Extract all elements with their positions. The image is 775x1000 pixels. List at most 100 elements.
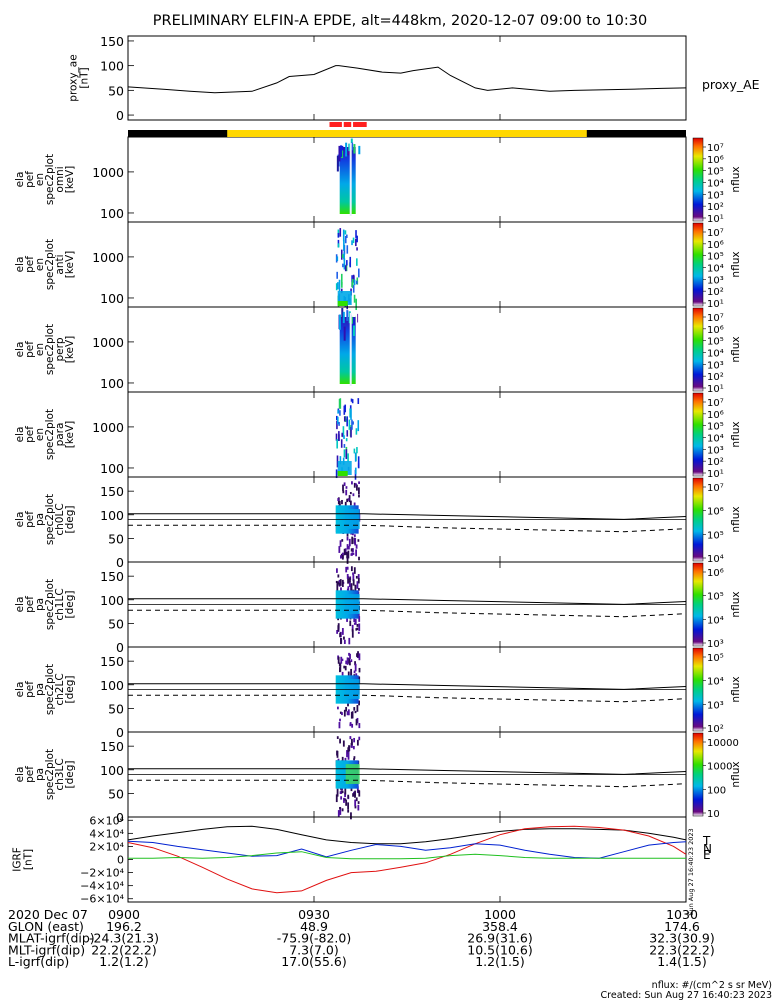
pitch-angle-bin: [351, 481, 353, 485]
spectrogram-bin: [340, 439, 343, 448]
pitch-angle-bin: [348, 652, 350, 656]
pitch-angle-bin: [336, 736, 339, 739]
colorbar-tick-label: 10³: [707, 275, 724, 286]
y-tick-label: 100: [100, 291, 124, 306]
pitch-angle-bin: [343, 709, 346, 717]
y-tick-label: 0: [117, 854, 124, 867]
spectrogram-bin: [353, 279, 356, 286]
pitch-angle-bin: [345, 799, 348, 806]
pitch-angle-bin: [356, 739, 359, 746]
pitch-angle-bin: [343, 665, 346, 669]
pitch-angle-bin: [341, 628, 344, 635]
spectrogram-bin: [342, 426, 345, 438]
y-axis-label: ela: [14, 257, 26, 273]
y-axis-label: spec2plot: [44, 154, 56, 205]
pitch-angle-bin: [337, 810, 340, 818]
pitch-angle-bin: [357, 578, 360, 584]
colorbar-tick-label: 10⁴: [707, 677, 724, 688]
pitch-angle-bin: [356, 786, 359, 793]
spectrogram-bin: [336, 439, 338, 449]
y-tick-label: 1000: [92, 165, 124, 180]
igrf-y-line: [127, 840, 687, 859]
y-axis-label: spec2plot: [44, 749, 56, 800]
panel-frame: [127, 221, 687, 308]
side-stamp: Sun Aug 27 16:40:23 2023: [687, 828, 695, 915]
pitch-angle-bin: [351, 532, 354, 536]
pitch-angle-bin: [347, 751, 350, 760]
spectrogram-bin: [354, 452, 357, 462]
ephemeris-value: -24.3(21.3): [89, 931, 159, 946]
pitch-angle-bin: [355, 673, 358, 676]
pitch-angle-bin: [353, 534, 356, 537]
y-tick-label: 150: [100, 569, 124, 584]
spectrogram-bin: [352, 325, 355, 336]
spectrogram-bin: [345, 449, 348, 460]
spectrogram-bin: [353, 144, 356, 154]
pitch-angle-bin: [346, 544, 349, 550]
spectrogram-bin: [337, 232, 340, 238]
y-tick-label: 100: [100, 508, 124, 523]
spectrogram-bin: [336, 271, 338, 279]
y-tick-label: 50: [108, 701, 124, 716]
spectrogram-bin: [355, 298, 357, 311]
ephemeris-value: 1.2(1.2): [99, 954, 149, 969]
y-tick-label: 150: [100, 484, 124, 499]
pitch-angle-bin: [351, 723, 354, 728]
orbit-status-bars: [128, 122, 686, 137]
pitch-angle-bin: [354, 663, 357, 672]
y-axis-label: [keV]: [64, 251, 76, 279]
pitch-angle-bin: [352, 548, 354, 553]
colorbar-label: nflux: [730, 676, 742, 702]
spectrogram-bin: [338, 279, 341, 292]
y-axis-label: [deg]: [64, 676, 76, 704]
y-tick-label: 150: [100, 654, 124, 669]
pitch-angle-bin: [358, 616, 361, 622]
spectrogram-bin: [358, 268, 360, 278]
panel-frame: [127, 306, 687, 393]
pitch-angle-bin: [353, 567, 356, 574]
pitch-angle-bin: [350, 548, 353, 552]
spectrogram-bin: [353, 448, 356, 454]
pitch-angle-bin: [347, 498, 350, 501]
spectrogram-bin: [340, 145, 343, 157]
ephemeris-value: 1030: [666, 907, 698, 922]
spectrogram-bin: [358, 145, 361, 155]
pitch-angle-bin: [357, 804, 360, 811]
pitch-angle-bin: [353, 482, 356, 488]
spectrogram-gap: [349, 313, 352, 386]
spectrogram-bin: [341, 282, 343, 288]
colorbar-tick-label: 10³: [707, 700, 724, 711]
spectrogram-bin: [344, 230, 347, 235]
pitch-angle-bin: [358, 723, 361, 729]
spectrogram-bin: [341, 308, 344, 318]
spectrogram-bin: [343, 252, 345, 261]
y-tick-label: 0: [116, 108, 124, 123]
pitch-angle-bin: [341, 808, 344, 812]
spectrogram-bin: [342, 311, 345, 324]
colorbar-tick-label: 10⁶: [707, 507, 724, 518]
y-axis-label: [keV]: [64, 336, 76, 364]
ephemeris-value: 10.5(10.6): [467, 942, 532, 957]
colorbar-tick-label: 10¹: [707, 214, 724, 225]
colorbar-tick-label: 10³: [707, 360, 724, 371]
science-marker: [353, 122, 367, 127]
spectrogram-bin: [344, 265, 347, 272]
colorbar-tick-label: 10000: [707, 738, 739, 749]
spectrogram-bin: [352, 274, 355, 283]
pitch-angle-bin: [357, 613, 360, 619]
colorbar-tick-label: 10⁷: [707, 483, 724, 494]
pitch-angle-bin: [337, 625, 340, 632]
pitch-angle-bin: [355, 483, 357, 486]
y-axis-label: ela: [14, 342, 26, 358]
y-tick-label: 100: [100, 461, 124, 476]
colorbar-tick-label: 10: [707, 809, 720, 820]
pitch-angle-bin: [346, 657, 349, 665]
pitch-angle-bin: [343, 639, 346, 644]
ephemeris-value: 1.4(1.5): [657, 954, 707, 969]
anti-loss-cone-line: [128, 609, 687, 618]
pitch-angle-bin: [356, 581, 359, 589]
colorbar-tick-label: 10⁵: [707, 337, 724, 348]
spectrogram-bin: [341, 433, 343, 437]
pitch-angle-bin: [341, 539, 344, 542]
igrf-legend-letter: E: [703, 848, 711, 862]
